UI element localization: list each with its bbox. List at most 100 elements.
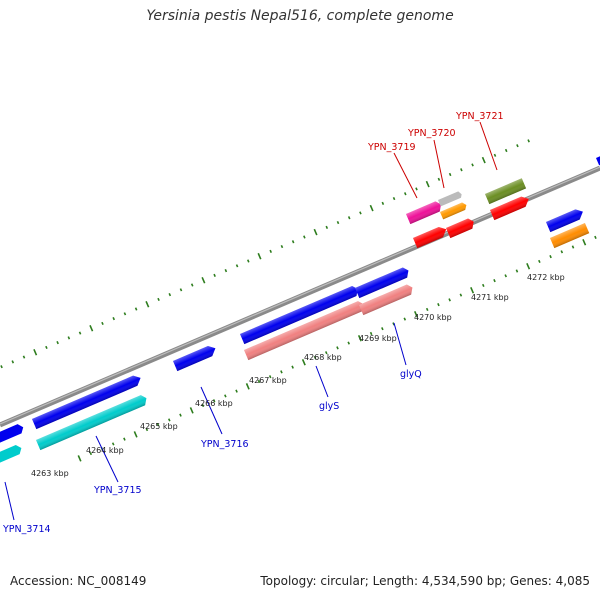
gene-label-glys[interactable]: glyS — [319, 401, 339, 412]
major-tick — [145, 300, 150, 308]
minor-tick — [179, 288, 183, 292]
minor-tick — [291, 365, 294, 369]
major-tick — [414, 311, 418, 318]
minor-tick — [212, 399, 216, 403]
minor-tick — [347, 341, 351, 345]
minor-tick — [415, 187, 418, 191]
minor-tick — [246, 259, 250, 263]
minor-tick — [336, 220, 340, 225]
minor-tick — [45, 345, 48, 350]
minor-tick — [425, 307, 429, 312]
minor-tick — [324, 351, 328, 355]
major-tick — [425, 180, 430, 188]
minor-tick — [504, 274, 508, 278]
kbp-label: 4272 kbp — [527, 273, 565, 282]
minor-tick — [213, 273, 216, 278]
minor-tick — [257, 379, 261, 384]
minor-tick — [67, 336, 71, 340]
minor-tick — [459, 293, 463, 297]
gene-ypn3720-grey[interactable] — [438, 191, 463, 207]
kbp-label: 4268 kbp — [304, 353, 342, 362]
gene-label-ypn3719[interactable]: YPN_3719 — [367, 142, 416, 153]
minor-tick — [56, 341, 59, 345]
gene-label-ypn3721[interactable]: YPN_3721 — [455, 111, 504, 122]
minor-tick — [516, 144, 519, 148]
minor-tick — [336, 346, 339, 350]
minor-tick — [157, 297, 160, 302]
minor-tick — [224, 394, 227, 398]
minor-tick — [527, 139, 530, 143]
minor-tick — [482, 283, 485, 288]
minor-tick — [538, 259, 541, 264]
minor-tick — [594, 235, 597, 240]
major-tick — [369, 204, 374, 212]
minor-tick — [291, 240, 295, 244]
minor-tick — [504, 148, 508, 153]
major-tick — [257, 252, 262, 260]
minor-tick — [224, 269, 228, 273]
kbp-label: 4265 kbp — [140, 422, 178, 431]
accession-text: Accession: NC_008149 — [10, 574, 147, 588]
gene-ypn3714-upper[interactable] — [0, 423, 25, 446]
minor-tick — [437, 177, 441, 181]
minor-tick — [471, 163, 474, 167]
major-tick — [301, 359, 306, 366]
minor-tick — [201, 403, 205, 408]
minor-tick — [78, 331, 82, 335]
minor-tick — [0, 365, 3, 369]
minor-tick — [112, 317, 115, 321]
minor-tick — [493, 153, 497, 157]
minor-tick — [403, 317, 407, 321]
minor-tick — [179, 413, 182, 417]
minor-tick — [268, 375, 272, 379]
minor-tick — [381, 327, 384, 331]
minor-tick — [22, 355, 26, 359]
minor-tick — [460, 168, 463, 172]
major-tick — [33, 349, 38, 356]
major-tick — [133, 431, 138, 438]
gene-label-ypn3715[interactable]: YPN_3715 — [93, 485, 142, 496]
gene-edge-right[interactable] — [596, 154, 600, 166]
kbp-label: 4270 kbp — [414, 313, 452, 322]
features — [0, 154, 600, 466]
minor-tick — [347, 216, 351, 220]
minor-tick — [89, 451, 93, 456]
minor-tick — [403, 192, 407, 196]
minor-tick — [145, 427, 149, 432]
kbp-label: 4269 kbp — [359, 334, 397, 343]
minor-tick — [269, 249, 272, 253]
major-tick — [526, 262, 531, 270]
major-tick — [89, 324, 94, 332]
kbp-label: 4271 kbp — [471, 293, 509, 302]
major-tick — [245, 383, 250, 390]
minor-tick — [560, 250, 564, 254]
minor-tick — [235, 264, 239, 268]
minor-tick — [123, 437, 126, 441]
minor-tick — [111, 442, 115, 446]
major-tick — [201, 276, 206, 284]
gene-label-ypn3720[interactable]: YPN_3720 — [407, 128, 456, 139]
minor-tick — [280, 370, 283, 374]
kbp-label: 4267 kbp — [249, 376, 287, 385]
minor-tick — [134, 307, 138, 311]
minor-tick — [156, 423, 160, 427]
gene-label-glyq[interactable]: glyQ — [400, 369, 422, 380]
minor-tick — [493, 279, 496, 283]
minor-tick — [549, 255, 552, 259]
major-tick — [189, 407, 194, 414]
minor-tick — [325, 225, 329, 229]
minor-tick — [167, 418, 171, 422]
minor-tick — [190, 283, 194, 287]
gene-label-ypn3716[interactable]: YPN_3716 — [200, 439, 249, 450]
minor-tick — [437, 303, 440, 307]
map-title: Yersinia pestis Nepal516, complete genom… — [146, 8, 454, 24]
minor-tick — [448, 298, 451, 302]
kbp-label: 4266 kbp — [195, 399, 233, 408]
major-tick — [313, 228, 318, 236]
minor-tick — [515, 269, 519, 273]
minor-tick — [571, 245, 575, 249]
gene-label-ypn3714[interactable]: YPN_3714 — [2, 524, 51, 535]
minor-tick — [11, 360, 15, 364]
gene-ypn3714[interactable] — [0, 443, 23, 466]
